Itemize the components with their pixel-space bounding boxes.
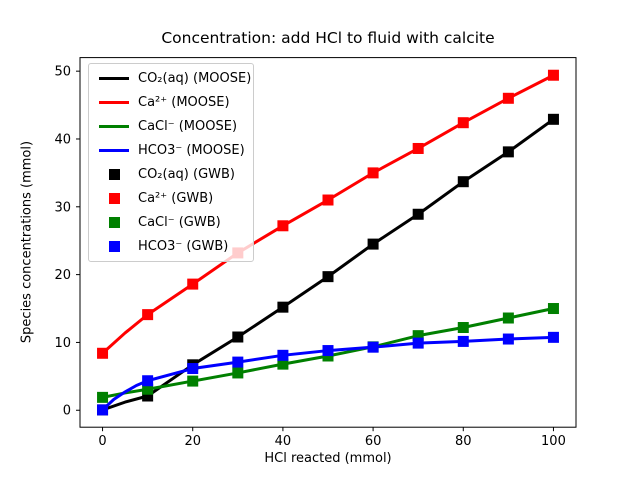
legend-item: CaCl⁻ (MOOSE) <box>89 114 253 138</box>
legend-label: CaCl⁻ (MOOSE) <box>138 118 238 134</box>
series-marker <box>457 322 469 334</box>
series-marker <box>457 335 469 347</box>
legend-marker-sample <box>99 241 129 253</box>
series-marker <box>232 367 244 379</box>
series-marker <box>277 349 289 361</box>
series-marker <box>277 220 289 232</box>
series-marker <box>457 176 469 188</box>
y-axis-label: Species concentrations (mmol) <box>19 140 35 344</box>
series-marker <box>547 69 559 81</box>
series-marker <box>142 375 154 387</box>
series-marker <box>142 390 154 402</box>
series-marker <box>367 341 379 353</box>
series-marker <box>412 142 424 154</box>
x-tick-label: 100 <box>541 434 566 449</box>
series-marker <box>187 363 199 375</box>
legend-item: Ca²⁺ (MOOSE) <box>89 90 253 114</box>
series-marker <box>97 404 109 416</box>
series-marker <box>142 383 154 395</box>
legend-label: CO₂(aq) (MOOSE) <box>138 70 252 86</box>
series-marker <box>502 92 514 104</box>
legend-swatch <box>99 100 129 104</box>
series-marker <box>547 303 559 315</box>
series-marker <box>187 375 199 387</box>
series-line <box>101 335 554 412</box>
series-marker <box>502 146 514 158</box>
y-tick-label: 10 <box>54 336 71 351</box>
legend-item: HCO3⁻ (MOOSE) <box>89 138 253 162</box>
legend-swatch <box>99 124 129 128</box>
series-marker <box>412 330 424 342</box>
series-marker <box>277 301 289 313</box>
legend-label: CO₂(aq) (GWB) <box>138 167 236 183</box>
axes-frame <box>79 57 577 428</box>
series-marker <box>142 309 154 321</box>
legend-label: Ca²⁺ (GWB) <box>138 191 214 207</box>
y-tick-label: 40 <box>54 132 71 147</box>
series-marker <box>367 167 379 179</box>
series-marker <box>232 356 244 368</box>
legend-line-sample <box>99 100 129 104</box>
x-tick-label: 60 <box>365 434 382 449</box>
legend-swatch <box>99 76 129 80</box>
legend-swatch <box>108 193 120 205</box>
legend-item: CO₂(aq) (GWB) <box>89 163 253 187</box>
legend-item: CaCl⁻ (GWB) <box>89 211 253 235</box>
series-marker <box>322 271 334 283</box>
x-tick-label: 0 <box>98 434 106 449</box>
series-marker <box>502 312 514 324</box>
series-marker <box>367 238 379 250</box>
legend-swatch <box>99 148 129 152</box>
series-marker <box>232 331 244 343</box>
series-marker <box>412 337 424 349</box>
series-marker <box>502 333 514 345</box>
legend-swatch <box>108 241 120 253</box>
x-tick-label: 20 <box>184 434 201 449</box>
series-marker <box>547 331 559 343</box>
legend-item: CO₂(aq) (MOOSE) <box>89 66 253 90</box>
legend-swatch <box>108 217 120 229</box>
y-tick-label: 30 <box>54 200 71 215</box>
series-marker <box>322 345 334 357</box>
series-marker <box>322 194 334 206</box>
series-marker <box>187 278 199 290</box>
legend-label: HCO3⁻ (MOOSE) <box>138 142 245 158</box>
legend-item: Ca²⁺ (GWB) <box>89 187 253 211</box>
x-tick-label: 80 <box>455 434 472 449</box>
chart-title: Concentration: add HCl to fluid with cal… <box>161 29 495 47</box>
legend-label: Ca²⁺ (MOOSE) <box>138 94 230 110</box>
series-marker <box>97 347 109 359</box>
series-marker <box>97 391 109 403</box>
legend-line-sample <box>99 124 129 128</box>
legend-label: CaCl⁻ (GWB) <box>138 215 221 231</box>
legend-marker-sample <box>99 193 129 205</box>
legend-label: HCO3⁻ (GWB) <box>138 239 229 255</box>
y-tick-label: 50 <box>54 65 71 80</box>
legend-line-sample <box>99 148 129 152</box>
series-marker <box>277 358 289 370</box>
legend: CO₂(aq) (MOOSE) Ca²⁺ (MOOSE) CaCl⁻ (MOOSE)… <box>88 63 254 262</box>
legend-marker-sample <box>99 217 129 229</box>
y-tick-label: 0 <box>63 404 71 419</box>
x-axis-label: HCl reacted (mmol) <box>264 451 392 466</box>
legend-item: HCO3⁻ (GWB) <box>89 235 253 259</box>
legend-line-sample <box>99 76 129 80</box>
y-tick-label: 20 <box>54 268 71 283</box>
series-marker <box>412 208 424 220</box>
series-marker <box>547 113 559 125</box>
series-marker <box>457 117 469 129</box>
x-tick-label: 40 <box>275 434 292 449</box>
legend-swatch <box>108 169 120 181</box>
legend-marker-sample <box>99 169 129 181</box>
